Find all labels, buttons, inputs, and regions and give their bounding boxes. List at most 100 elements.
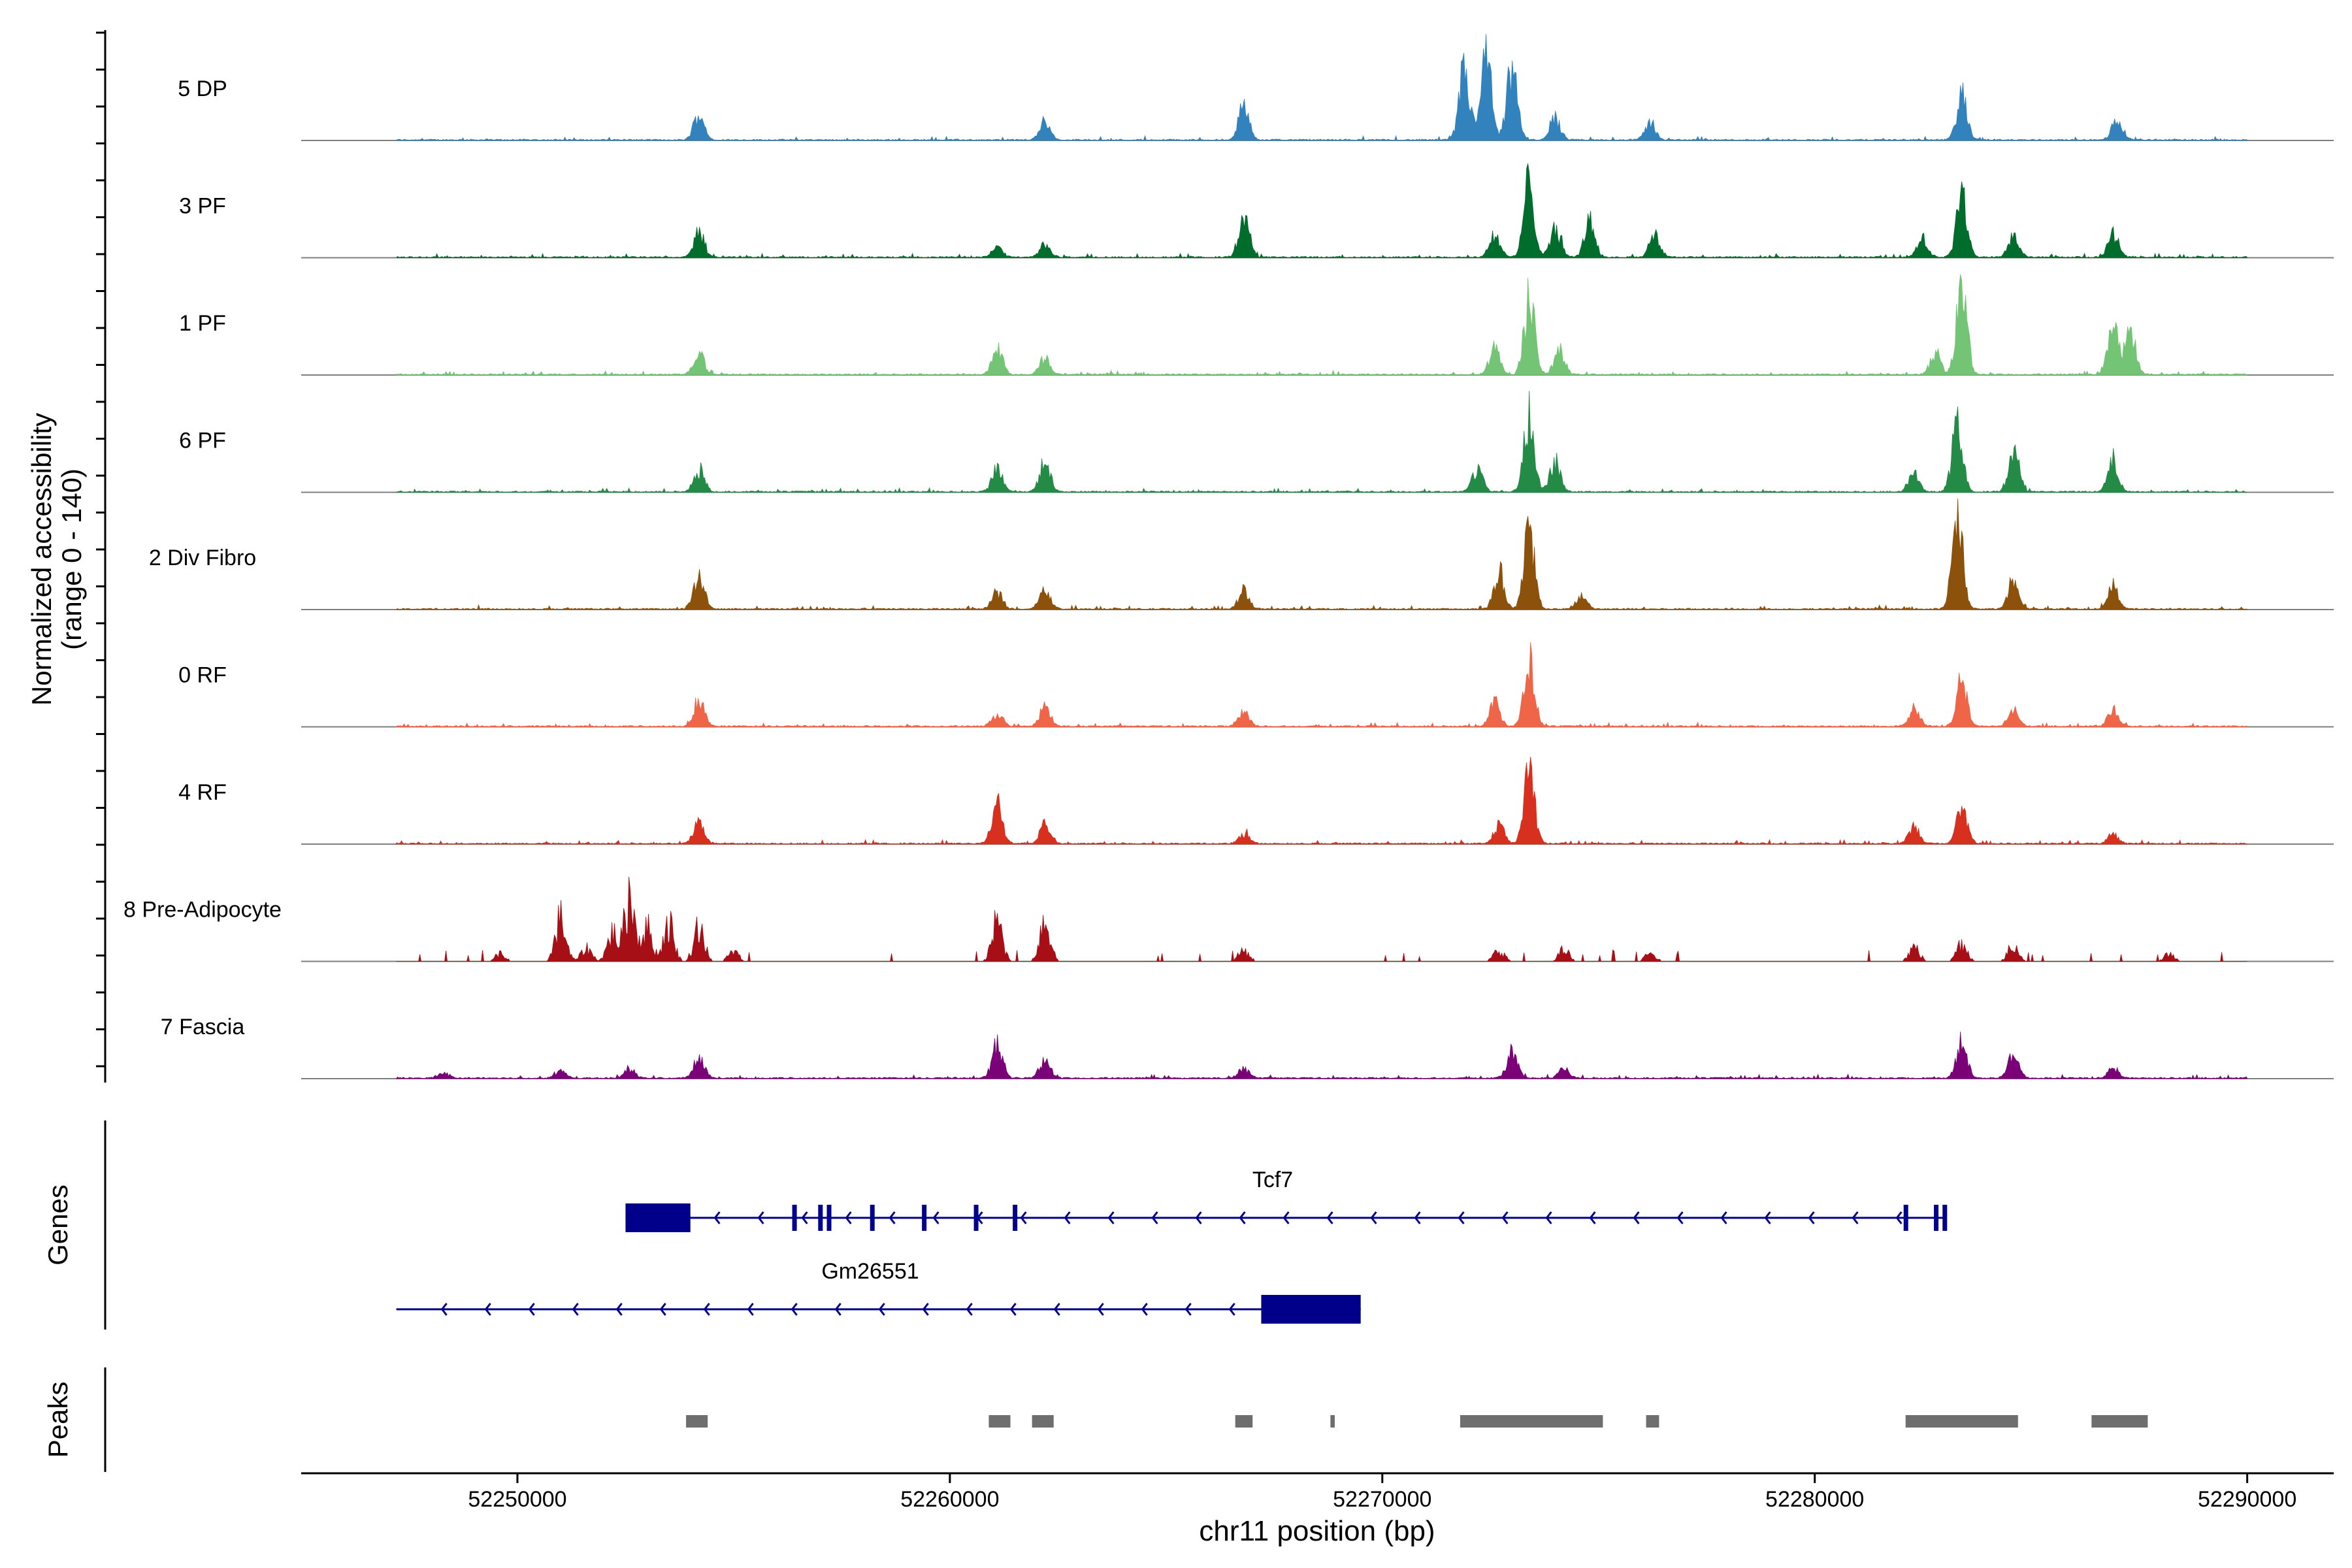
strand-arrow <box>1326 1211 1333 1224</box>
track-6: 0 RF <box>178 642 2334 728</box>
strand-arrow <box>1808 1211 1815 1224</box>
strand-arrow <box>1184 1303 1192 1316</box>
gene-exon <box>1903 1205 1908 1231</box>
track-2: 3 PF <box>179 163 2334 259</box>
track-label: 0 RF <box>178 663 227 688</box>
strand-arrow <box>747 1303 754 1316</box>
track-3: 1 PF <box>179 274 2334 376</box>
strand-arrow <box>1107 1211 1115 1224</box>
strand-arrow <box>1151 1211 1158 1224</box>
x-axis: 52250000 52260000 52270000 52280000 52290000… <box>301 1472 2334 1547</box>
peak-region <box>1905 1415 2018 1428</box>
track-coverage-area <box>396 498 2248 610</box>
gene-exon <box>973 1205 979 1231</box>
strand-arrow <box>1589 1211 1596 1224</box>
track-4: 6 PF <box>179 391 2334 493</box>
peak-region <box>1235 1415 1253 1428</box>
x-axis-label: chr11 position (bp) <box>1199 1515 1435 1547</box>
strand-arrow <box>834 1303 841 1316</box>
strand-arrow <box>1720 1211 1727 1224</box>
strand-arrow <box>713 1211 721 1224</box>
strand-arrow <box>932 1211 939 1224</box>
strand-arrow <box>1764 1211 1771 1224</box>
strand-arrow <box>757 1211 764 1224</box>
gene-gm26551: Gm26551 <box>396 1259 1361 1324</box>
x-tick-label: 52270000 <box>1333 1487 1431 1512</box>
strand-arrow <box>1852 1211 1859 1224</box>
track-label: 7 Fascia <box>161 1015 245 1039</box>
gene-exon <box>1013 1205 1018 1231</box>
strand-arrow <box>1545 1211 1552 1224</box>
strand-arrow <box>922 1303 929 1316</box>
strand-arrow <box>1009 1303 1017 1316</box>
track-label: 4 RF <box>178 780 227 805</box>
track-coverage-area <box>396 274 2247 376</box>
track-7: 4 RF <box>178 757 2334 845</box>
peak-region <box>2091 1415 2148 1428</box>
track-label: 2 Div Fibro <box>149 546 256 570</box>
strand-arrow <box>1239 1211 1246 1224</box>
track-coverage-area <box>396 642 2248 728</box>
coverage-y-axis-label: Normalized accessibility (range 0 - 140) <box>26 413 87 706</box>
strand-arrow <box>1097 1303 1104 1316</box>
strand-arrow <box>1501 1211 1509 1224</box>
strand-arrow <box>878 1303 885 1316</box>
gene-tcf7: Tcf7 <box>625 1168 1948 1232</box>
track-label: 5 DP <box>178 76 227 101</box>
coverage-panel: Normalized accessibility (range 0 - 140)… <box>26 30 2334 1083</box>
track-coverage-area <box>396 1032 2248 1079</box>
gene-exon <box>870 1205 875 1231</box>
strand-arrow <box>1195 1211 1202 1224</box>
strand-arrow <box>484 1303 491 1316</box>
track-5: 2 Div Fibro <box>149 498 2334 610</box>
strand-arrow <box>615 1303 623 1316</box>
strand-arrow <box>572 1303 579 1316</box>
track-coverage-area <box>396 34 2248 141</box>
strand-arrow <box>1141 1303 1148 1316</box>
coverage-tracks: 5 DP 3 PF 1 PF 6 PF 2 Div Fibro 0 RF 4 RF 8 Pre… <box>123 34 2334 1079</box>
genes-panel-label: Genes <box>42 1184 73 1266</box>
peak-region <box>686 1415 708 1428</box>
genes-panel: Genes Tcf7 Gm26551 <box>42 1120 1948 1330</box>
gene-exon <box>1934 1205 1939 1231</box>
gene-models: Tcf7 Gm26551 <box>396 1168 1948 1324</box>
gene-exon <box>792 1205 797 1231</box>
track-coverage-area <box>396 391 2247 493</box>
strand-arrow <box>1282 1211 1290 1224</box>
y-axis-label-line2: (range 0 - 140) <box>56 468 87 650</box>
track-1: 5 DP <box>178 34 2334 141</box>
strand-arrow <box>528 1303 535 1316</box>
peaks-panel-label: Peaks <box>42 1382 73 1458</box>
gene-exon <box>818 1205 823 1231</box>
strand-arrow <box>801 1211 808 1224</box>
strand-arrow <box>791 1303 798 1316</box>
gene-utr-block <box>625 1203 691 1232</box>
y-axis-label-line1: Normalized accessibility <box>26 413 57 706</box>
peak-region <box>1330 1415 1335 1428</box>
strand-arrow <box>1053 1303 1060 1316</box>
track-8: 8 Pre-Adipocyte <box>123 877 2334 962</box>
x-tick-label: 52290000 <box>2198 1487 2296 1512</box>
peaks-panel: Peaks <box>42 1367 2148 1472</box>
track-coverage-area <box>396 877 2247 962</box>
strand-arrow <box>659 1303 666 1316</box>
x-tick-label: 52260000 <box>900 1487 999 1512</box>
gene-name-label: Tcf7 <box>1252 1168 1293 1192</box>
peak-region <box>988 1415 1011 1428</box>
strand-arrow <box>1458 1211 1465 1224</box>
gene-exon <box>922 1205 927 1231</box>
strand-arrow <box>1228 1303 1235 1316</box>
strand-arrow <box>1895 1211 1903 1224</box>
peak-region <box>1460 1415 1603 1428</box>
peak-regions <box>686 1415 2148 1428</box>
strand-arrow <box>703 1303 710 1316</box>
strand-arrow <box>889 1211 896 1224</box>
gene-exon <box>1942 1205 1948 1231</box>
gene-name-label: Gm26551 <box>821 1259 919 1284</box>
track-coverage-area <box>396 163 2248 259</box>
strand-arrow <box>1370 1211 1377 1224</box>
strand-arrow <box>845 1211 852 1224</box>
coverage-y-ticks <box>96 31 105 1068</box>
strand-arrow <box>1064 1211 1071 1224</box>
